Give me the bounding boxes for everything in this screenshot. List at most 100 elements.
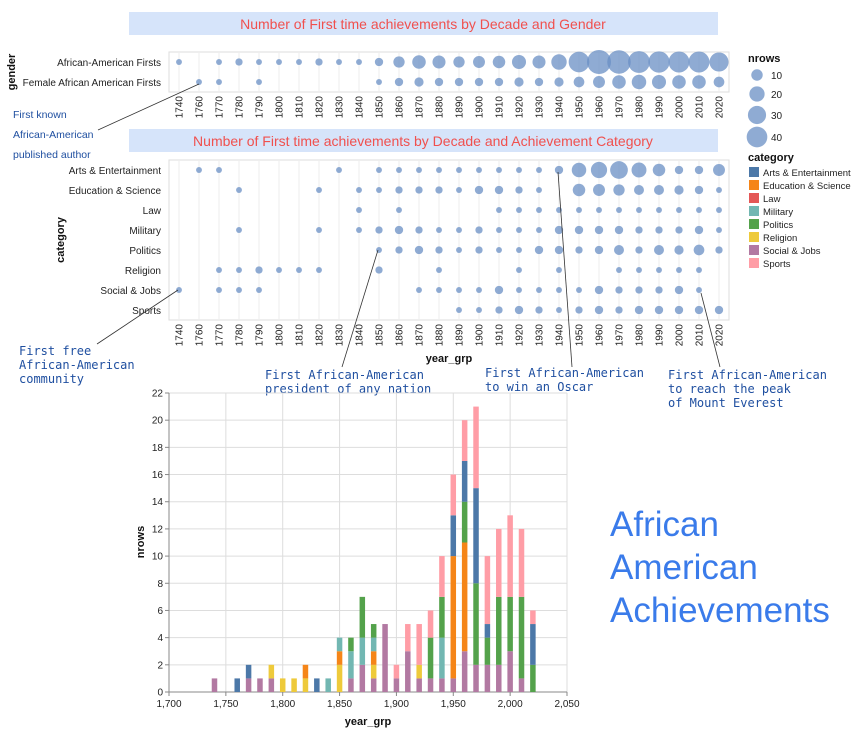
chart1-x-tick-label: 1920 <box>515 96 526 119</box>
chart2-x-tick-label: 1770 <box>215 324 226 347</box>
chart2-x-tick-label: 1950 <box>575 324 586 347</box>
chart2-point <box>415 226 423 234</box>
chart1-x-tick-label: 1950 <box>575 96 586 119</box>
chart1-point <box>648 51 670 73</box>
chart2-x-tick-label: 1830 <box>335 324 346 347</box>
chart2-point <box>655 226 663 234</box>
category-legend-label: Law <box>763 194 781 205</box>
chart3-bar-segment <box>439 637 445 679</box>
chart3-bar-segment <box>461 460 468 502</box>
annotation-first-president: president of any nation <box>265 382 431 396</box>
size-legend-symbol <box>746 126 768 148</box>
chart1-point <box>651 74 667 90</box>
chart2-point <box>676 267 682 273</box>
chart1-point <box>256 79 262 85</box>
chart3-x-tick-label: 1,850 <box>327 699 352 710</box>
chart3-bar-segment <box>302 664 309 679</box>
chart3-bar-segment <box>359 596 366 638</box>
chart3-bar-segment <box>518 528 525 597</box>
chart1-y-tick-label: Female African American Firsts <box>23 78 161 89</box>
chart2-point <box>394 225 404 235</box>
chart2-x-tick-label: 1800 <box>275 324 286 347</box>
chart1-x-tick-label: 1770 <box>215 96 226 119</box>
chart3-bar-segment <box>257 678 263 692</box>
chart2-point <box>615 286 623 294</box>
chart3-y-tick-label: 18 <box>152 443 164 454</box>
chart3-bar-segment <box>518 678 525 692</box>
chart1-point <box>235 58 243 66</box>
chart2-point <box>515 186 523 194</box>
chart2-point <box>236 227 242 233</box>
chart1-point <box>672 75 686 89</box>
chart3-bar-segment <box>325 678 331 692</box>
chart3-y-tick-label: 16 <box>152 470 164 481</box>
chart3-y-tick-label: 20 <box>152 416 164 427</box>
category-legend-label: Sports <box>763 259 791 270</box>
chart2-point <box>236 287 242 293</box>
chart2-point <box>474 185 484 195</box>
chart2-y-tick-label: Sports <box>132 306 161 317</box>
chart2-point <box>494 285 504 295</box>
chart3-bar-segment <box>291 678 297 692</box>
chart1-point <box>532 55 546 69</box>
chart2-point <box>614 245 624 255</box>
chart3-bar-segment <box>279 678 286 692</box>
chart2-x-tick-label: 1820 <box>315 324 326 347</box>
chart3-bar-segment <box>382 624 388 692</box>
chart3-bar-segment <box>427 678 434 692</box>
chart1-x-tick-label: 1910 <box>495 96 506 119</box>
chart1-point <box>356 59 362 65</box>
chart2-x-tick-label: 1760 <box>195 324 206 347</box>
chart3-bar-segment <box>473 488 479 584</box>
category-legend-label: Military <box>763 207 793 218</box>
chart3-bar-segment <box>530 664 536 692</box>
chart3-bar-segment <box>450 556 457 679</box>
chart2-point <box>674 185 684 195</box>
chart1-point <box>454 77 464 87</box>
chart2-point <box>356 227 362 233</box>
chart2-point <box>316 267 322 273</box>
chart3-y-tick-label: 0 <box>157 688 163 699</box>
chart2-point <box>216 267 222 273</box>
chart2-point <box>576 207 582 213</box>
chart2-point <box>435 186 443 194</box>
chart2-point <box>456 167 462 173</box>
chart1-point <box>688 51 710 73</box>
category-legend-label: Religion <box>763 233 797 244</box>
chart2-point <box>536 207 542 213</box>
chart2-x-tick-label: 1790 <box>255 324 266 347</box>
chart1-y-axis-label: gender <box>6 53 18 90</box>
chart2-x-tick-label: 1890 <box>455 324 466 347</box>
chart1-x-tick-label: 1830 <box>335 96 346 119</box>
chart1-x-tick-label: 1820 <box>315 96 326 119</box>
chart3-bar-segment <box>450 474 457 516</box>
chart2-x-tick-label: 2020 <box>715 324 726 347</box>
chart3-y-tick-label: 2 <box>157 660 163 671</box>
chart2-point <box>476 307 482 313</box>
chart2-point <box>436 227 442 233</box>
chart2-point <box>336 167 342 173</box>
chart1-point <box>374 57 384 67</box>
chart2-y-tick-label: Law <box>143 206 162 217</box>
size-legend-label: 30 <box>771 111 783 122</box>
big-title-line: American <box>610 548 758 587</box>
chart2-point <box>536 167 542 173</box>
chart1-point <box>336 59 342 65</box>
chart2-point <box>574 225 584 235</box>
annotation-leader-president <box>341 249 379 368</box>
chart1-point <box>412 55 426 69</box>
chart2-point <box>636 267 642 273</box>
chart3-y-tick-label: 4 <box>157 633 163 644</box>
chart2-point <box>676 207 682 213</box>
chart3-bar-segment <box>461 542 468 652</box>
chart2-point <box>256 287 262 293</box>
chart3-bar-segment <box>348 637 354 652</box>
chart2-point <box>196 167 202 173</box>
chart2-point <box>216 287 222 293</box>
chart2-point <box>495 306 503 314</box>
chart2-point <box>496 227 502 233</box>
chart2-x-tick-label: 1850 <box>375 324 386 347</box>
chart1-point <box>612 75 626 89</box>
chart3-bar-segment <box>461 420 468 461</box>
chart1-x-tick-label: 1940 <box>555 96 566 119</box>
